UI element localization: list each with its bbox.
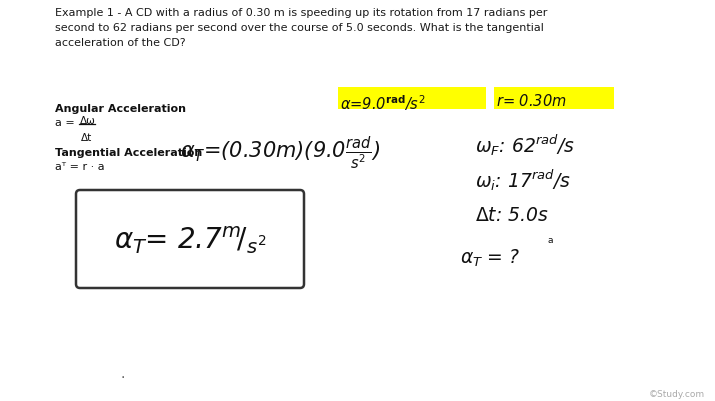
Text: a =: a = (55, 118, 75, 128)
Text: $\alpha_T$ = ?: $\alpha_T$ = ? (460, 247, 520, 269)
Bar (494, 88, 614, 110)
Text: a: a (548, 235, 553, 244)
Text: Tangential Acceleration: Tangential Acceleration (55, 148, 202, 158)
FancyBboxPatch shape (76, 190, 304, 288)
Text: Δt: Δt (81, 133, 92, 143)
Text: $\alpha_T$= 2.7$^m\!/_{s^2}$: $\alpha_T$= 2.7$^m\!/_{s^2}$ (114, 225, 266, 255)
Text: ©Study.com: ©Study.com (649, 389, 705, 398)
Text: .: . (120, 366, 124, 380)
Text: Example 1 - A CD with a radius of 0.30 m is speeding up its rotation from 17 rad: Example 1 - A CD with a radius of 0.30 m… (55, 8, 548, 47)
Text: aᵀ = r · a: aᵀ = r · a (55, 162, 104, 172)
Text: $\omega_i$: 17$^{rad}$/s: $\omega_i$: 17$^{rad}$/s (475, 168, 571, 193)
Text: $\alpha_T$=(0.30m)(9.0$\frac{rad}{s^2}$): $\alpha_T$=(0.30m)(9.0$\frac{rad}{s^2}$) (180, 135, 380, 172)
Bar (338, 88, 486, 110)
Text: $r$= 0.30m: $r$= 0.30m (496, 93, 567, 109)
Text: $\Delta t$: 5.0s: $\Delta t$: 5.0s (475, 205, 548, 225)
Text: Angular Acceleration: Angular Acceleration (55, 104, 186, 114)
Text: Δω: Δω (80, 116, 96, 126)
Text: $\alpha$=9.0$^{\bf rad}$/$s^2$: $\alpha$=9.0$^{\bf rad}$/$s^2$ (340, 93, 425, 112)
Text: $\omega_F$: 62$^{rad}$/s: $\omega_F$: 62$^{rad}$/s (475, 132, 575, 157)
